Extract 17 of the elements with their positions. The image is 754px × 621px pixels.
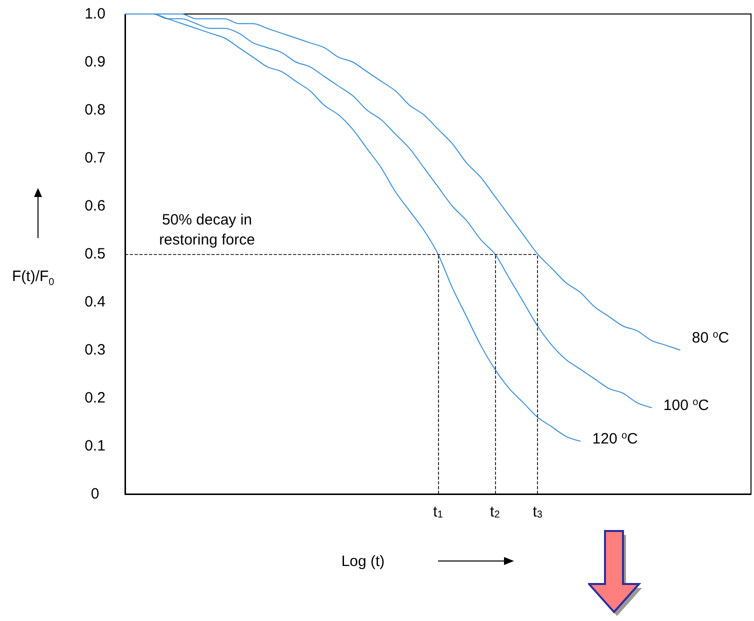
- y-tick-label: 0.1: [84, 438, 106, 454]
- x-tick-label: t3: [532, 504, 543, 520]
- x-tick-label: t2: [490, 504, 500, 520]
- y-tick-label: 1.0: [84, 6, 106, 22]
- y-tick-label: 0.6: [84, 198, 106, 214]
- y-tick-label: 0.4: [84, 294, 106, 310]
- x-tick-label: t1: [433, 504, 444, 520]
- y-axis-title: F(t)/F$_{0}$: [12, 268, 54, 288]
- y-tick-label: 0.7: [84, 150, 106, 166]
- y-tick-label: 0: [90, 486, 100, 502]
- y-tick-label: 0.8: [84, 102, 106, 118]
- y-tick-label: 0.2: [84, 390, 106, 406]
- annotation: 50% decay in restoring force: [159, 212, 255, 248]
- x-axis-title: Log (t): [341, 553, 385, 570]
- y-tick-label: 0.3: [84, 342, 106, 358]
- y-tick-label: 0.5: [84, 246, 106, 262]
- y-tick-label: 0.9: [84, 54, 106, 70]
